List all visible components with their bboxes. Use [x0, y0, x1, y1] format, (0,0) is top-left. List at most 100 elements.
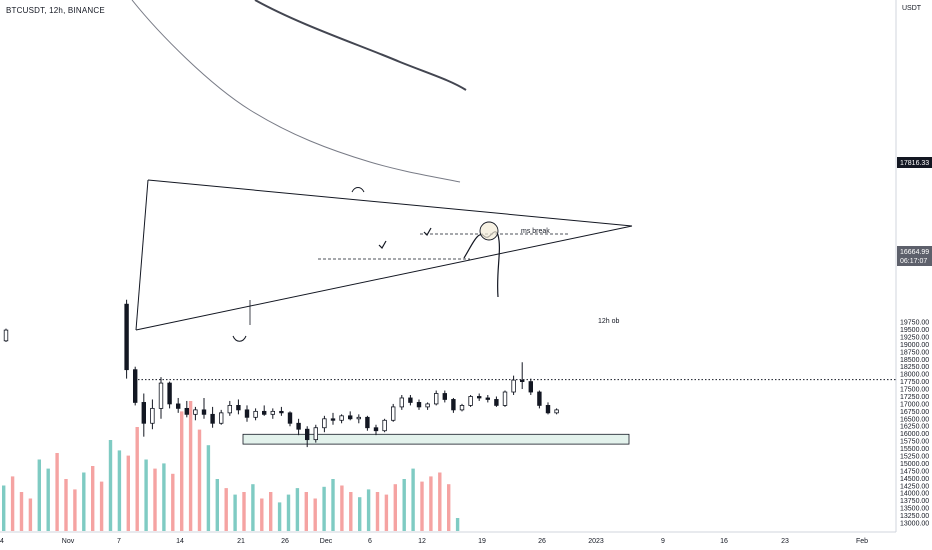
- candle-body: [408, 397, 413, 403]
- ma-fast-line: [131, 0, 461, 183]
- candle: [511, 375, 516, 395]
- candle-body: [227, 405, 232, 414]
- time-tick-label: 16: [720, 538, 728, 545]
- price-tick-label: 17000.00: [900, 401, 929, 408]
- time-tick-label: Feb: [856, 538, 868, 545]
- candle-body: [253, 410, 258, 418]
- candle: [442, 390, 447, 403]
- price-tick-label: 19250.00: [900, 334, 929, 341]
- check-mark-1: [378, 240, 387, 249]
- candle-body: [244, 409, 250, 418]
- volume-bar: [117, 450, 122, 531]
- time-tick-label: Dec: [320, 538, 333, 545]
- candle-body: [287, 412, 293, 424]
- candle: [193, 406, 198, 421]
- candle: [141, 393, 146, 437]
- price-tick-label: 18750.00: [900, 349, 929, 356]
- candle: [382, 418, 387, 433]
- price-tick-label: 14000.00: [900, 491, 929, 498]
- check-mark-2: [423, 227, 432, 236]
- price-tick-label: 13250.00: [900, 513, 929, 520]
- price-tick-label: 14750.00: [900, 468, 929, 475]
- volume-bar: [171, 473, 175, 531]
- volume-bar: [420, 481, 424, 531]
- candle: [218, 409, 224, 425]
- price-tick-label: 14250.00: [900, 483, 929, 490]
- candle-body: [339, 415, 344, 421]
- candle-body: [416, 402, 422, 408]
- time-tick-label: 4: [0, 538, 4, 545]
- candle-body: [261, 410, 267, 415]
- price-tick-label: 14500.00: [900, 476, 929, 483]
- drawings[interactable]: [135, 179, 896, 381]
- projection-path[interactable]: [463, 231, 501, 298]
- candle-body: [201, 409, 207, 415]
- time-tick-label: 12: [418, 538, 426, 545]
- candle-body: [270, 410, 275, 415]
- time-tick-label: 14: [176, 538, 184, 545]
- candle: [520, 362, 525, 390]
- upper-trendline[interactable]: [147, 179, 633, 227]
- candle-body: [175, 403, 181, 409]
- moving-averages: [131, 0, 467, 183]
- volume-bar: [215, 479, 219, 531]
- candle: [279, 406, 284, 416]
- candle: [408, 394, 413, 406]
- highlight-circle[interactable]: [479, 221, 499, 241]
- volume-bars: [2, 401, 460, 531]
- volume-bar: [82, 472, 86, 531]
- volume-bar: [384, 494, 389, 531]
- candle-body: [3, 329, 9, 342]
- price-tick-label: 15000.00: [900, 461, 929, 468]
- candle: [365, 415, 370, 431]
- volume-bar: [438, 472, 442, 531]
- candle: [253, 408, 258, 421]
- candle: [339, 414, 344, 424]
- time-tick-label: 2023: [588, 538, 604, 545]
- swing-low-marker: [232, 335, 247, 342]
- price-tick-label: 19500.00: [900, 327, 929, 334]
- candle: [399, 394, 404, 410]
- order-block-rect[interactable]: [242, 433, 630, 445]
- candle: [347, 411, 353, 421]
- candle: [537, 390, 542, 409]
- candle: [528, 378, 533, 395]
- time-tick-label: 7: [117, 538, 121, 545]
- candle: [468, 394, 473, 407]
- candle-body: [528, 381, 533, 393]
- candle-body: [390, 406, 396, 421]
- candle: [304, 426, 310, 448]
- lower-trendline[interactable]: [135, 225, 633, 331]
- price-tick-label: 17500.00: [900, 387, 929, 394]
- candle: [502, 390, 508, 407]
- level-price-text: 17816.33: [900, 160, 929, 167]
- candle: [244, 405, 250, 422]
- time-tick-label: 26: [538, 538, 546, 545]
- volume-bar: [144, 459, 148, 531]
- price-tick-label: 15750.00: [900, 439, 929, 446]
- price-tick-label: 18500.00: [900, 357, 929, 364]
- volume-bar: [233, 494, 237, 531]
- candle: [545, 402, 551, 415]
- candle: [150, 399, 155, 430]
- candle: [433, 390, 439, 406]
- symbol-header: BTCUSDT, 12h, BINANCE: [6, 6, 105, 15]
- order-block-zone[interactable]: [242, 433, 630, 445]
- candle: [554, 408, 559, 415]
- candle: [390, 403, 396, 422]
- candle-body: [520, 379, 525, 382]
- candle-body: [279, 410, 284, 414]
- candle-body: [296, 422, 301, 430]
- volume-bar: [224, 488, 228, 531]
- volume-bar: [269, 492, 273, 531]
- triangle-base[interactable]: [135, 179, 149, 331]
- candles: [3, 299, 559, 448]
- time-axis[interactable]: 4 Nov 7 14 21 26 Dec 6 12 19 26 2023 9 16 23 Feb: [0, 531, 896, 545]
- current-price-tag: [897, 246, 932, 266]
- volume-bar: [108, 440, 113, 531]
- price-axis[interactable]: 19750.0019500.0019250.0019000.0018750.00…: [895, 0, 929, 532]
- candle: [322, 415, 327, 433]
- price-tick-label: 15250.00: [900, 454, 929, 461]
- candle-body: [442, 393, 447, 400]
